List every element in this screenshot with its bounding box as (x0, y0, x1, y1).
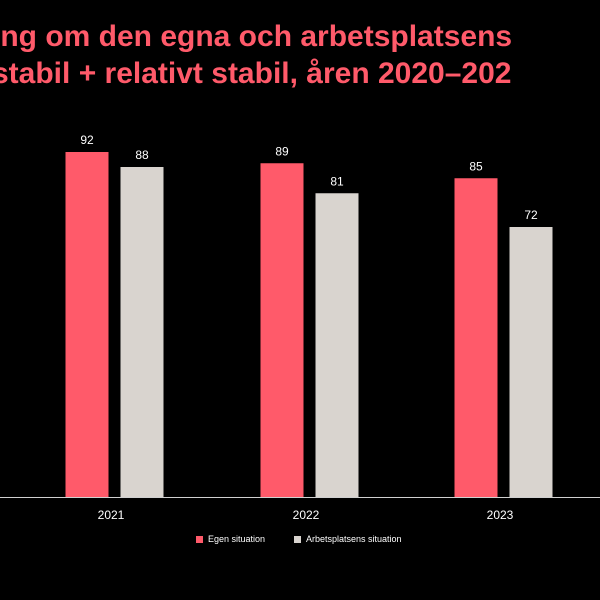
chart-title-line-1: ing om den egna och arbetsplatsens (0, 20, 513, 53)
bars-layer (65, 152, 553, 497)
bar-2022-series-1 (260, 163, 304, 497)
legend-swatch-icon (196, 535, 203, 543)
value-label-2021-series-1: 92 (80, 133, 94, 147)
bar-2023-series-1 (454, 178, 498, 497)
value-label-2022-series-1: 89 (275, 144, 289, 158)
x-tick-label-2023: 2023 (487, 508, 514, 522)
bar-2023-series-2 (509, 227, 553, 497)
legend-item-egen-situation: Egen situation (196, 534, 265, 544)
legend-swatch-icon (294, 535, 301, 543)
chart-legend: Egen situation Arbetsplatsens situation (0, 532, 600, 548)
value-label-2021-series-2: 88 (135, 148, 149, 162)
x-tick-label-2022: 2022 (293, 508, 320, 522)
bar-2022-series-2 (315, 193, 359, 497)
bar-2021-series-1 (65, 152, 109, 497)
legend-label: Arbetsplatsens situation (306, 534, 402, 544)
bar-2021-series-2 (120, 167, 164, 497)
chart-title-line-2: stabil + relativt stabil, åren 2020–202 (0, 57, 512, 90)
x-tick-label-2021: 2021 (98, 508, 125, 522)
value-label-2022-series-2: 81 (330, 174, 344, 188)
chart-title: ing om den egna och arbetsplatsens stabi… (0, 18, 600, 92)
legend-item-arbetsplatsens-situation: Arbetsplatsens situation (294, 534, 402, 544)
value-label-2023-series-2: 72 (524, 208, 538, 222)
value-label-2023-series-1: 85 (469, 159, 483, 173)
legend-label: Egen situation (208, 534, 266, 544)
value-labels-layer: 92 88 89 81 85 72 (80, 133, 538, 222)
x-axis-tick-labels: 2021 2022 2023 (98, 508, 514, 522)
